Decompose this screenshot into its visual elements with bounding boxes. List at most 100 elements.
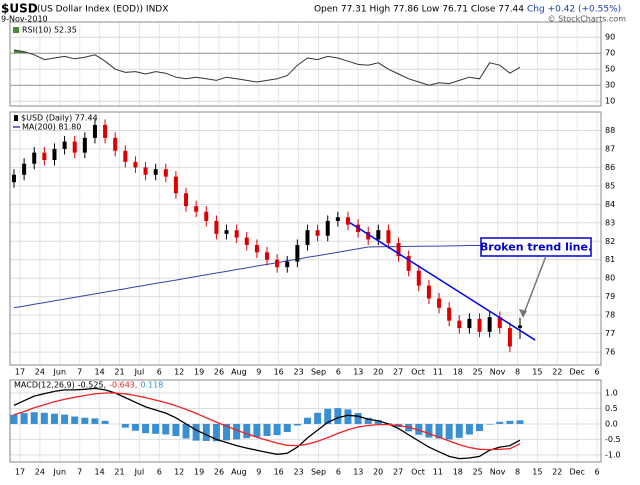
annotation-box bbox=[480, 237, 592, 257]
x-tick-label: 25 bbox=[473, 368, 483, 377]
y-tick-label: 87 bbox=[605, 144, 615, 153]
histogram-bar bbox=[131, 423, 139, 431]
x-tick-label: 22 bbox=[552, 468, 562, 477]
histogram-bar bbox=[273, 423, 281, 436]
x-tick-label: Dec bbox=[569, 468, 584, 477]
x-tick-label: 19 bbox=[194, 468, 204, 477]
legend-label: $USD (Daily) 77.44 bbox=[21, 114, 98, 123]
candle-body bbox=[477, 318, 482, 332]
candle-body bbox=[184, 193, 189, 207]
candle-body bbox=[234, 230, 239, 238]
candle-body bbox=[426, 285, 431, 299]
x-tick-label: 7 bbox=[77, 368, 82, 377]
histogram-bar bbox=[101, 420, 109, 424]
candle-body bbox=[325, 220, 330, 236]
x-tick-label: 21 bbox=[114, 368, 124, 377]
candle-body bbox=[467, 318, 472, 329]
plot-area bbox=[13, 49, 521, 86]
annotation-arrow bbox=[522, 255, 547, 317]
histogram-bar bbox=[152, 423, 160, 434]
candle-body bbox=[295, 244, 300, 262]
histogram-bar bbox=[30, 412, 38, 424]
legend-icon bbox=[14, 115, 18, 121]
y-tick-label: 0.0 bbox=[605, 419, 618, 428]
histogram-bar bbox=[223, 423, 231, 441]
x-tick-label: 6 bbox=[595, 468, 600, 477]
annotation-text: Broken trend line. bbox=[480, 241, 592, 254]
symbol: $USD bbox=[1, 2, 38, 16]
x-tick-label: Jun bbox=[53, 468, 67, 477]
histogram-bar bbox=[142, 423, 150, 434]
panel-frame bbox=[9, 21, 602, 107]
oversold-fill bbox=[14, 85, 520, 86]
candle-body bbox=[194, 206, 199, 212]
candle-body bbox=[406, 256, 411, 271]
legend-label: -0.643, bbox=[109, 381, 137, 390]
candle-body bbox=[52, 148, 57, 161]
histogram-bar bbox=[364, 417, 372, 424]
y-tick-label: 78 bbox=[605, 311, 615, 320]
y-tick-label: 0.5 bbox=[605, 404, 618, 413]
histogram-bar bbox=[303, 417, 311, 424]
candle-body bbox=[335, 217, 340, 221]
x-tick-label: 6 bbox=[336, 368, 341, 377]
candle-body bbox=[265, 252, 269, 260]
x-tick-label: Aug bbox=[231, 368, 247, 377]
histogram-bar bbox=[162, 423, 170, 435]
candle-body bbox=[42, 152, 47, 161]
candle-body bbox=[345, 217, 350, 225]
histogram-bar bbox=[182, 423, 190, 439]
x-tick-label: 25 bbox=[473, 468, 483, 477]
x-tick-label: 11 bbox=[433, 468, 443, 477]
y-tick-label: 30 bbox=[605, 81, 615, 90]
histogram-bar bbox=[253, 423, 261, 437]
x-tick-label: 8 bbox=[515, 368, 520, 377]
x-tick-label: 12 bbox=[174, 468, 184, 477]
histogram-bar bbox=[435, 423, 443, 439]
candle-body bbox=[12, 174, 16, 183]
x-tick-label: 20 bbox=[373, 368, 383, 377]
macd-line bbox=[13, 387, 521, 460]
x-tick-label: 24 bbox=[35, 468, 45, 477]
candle-body bbox=[507, 328, 512, 347]
legend-label: 0.118 bbox=[140, 381, 163, 390]
candle-body bbox=[82, 137, 87, 153]
histogram-bar bbox=[425, 423, 433, 438]
x-tick-label: 15 bbox=[532, 468, 542, 477]
y-tick-label: 83 bbox=[605, 218, 615, 227]
x-tick-label: 9 bbox=[256, 468, 261, 477]
x-tick-label: 16 bbox=[274, 468, 284, 477]
candle-body bbox=[103, 124, 108, 138]
histogram-bar bbox=[81, 417, 89, 424]
security-name: (US Dollar Index (EOD)) INDX bbox=[37, 5, 168, 15]
candle-body bbox=[32, 152, 37, 164]
x-tick-label: 13 bbox=[353, 368, 363, 377]
candle-body bbox=[214, 220, 219, 234]
plot-area bbox=[10, 387, 524, 460]
histogram-bar bbox=[121, 423, 129, 428]
x-tick-label: 21 bbox=[114, 468, 124, 477]
x-tick-label: Nov bbox=[490, 468, 506, 477]
y-tick-label: 70 bbox=[605, 49, 615, 58]
legend-label: MACD(12,26,9) bbox=[14, 381, 75, 390]
histogram-bar bbox=[172, 423, 180, 437]
legend-label: MA(200) 81.80 bbox=[22, 123, 81, 132]
histogram-bar bbox=[212, 423, 220, 442]
candle-body bbox=[518, 325, 522, 328]
x-tick-label: 6 bbox=[157, 468, 162, 477]
signal-line bbox=[13, 392, 521, 451]
x-tick-label: Nov bbox=[490, 368, 506, 377]
legend-label: -0.525, bbox=[78, 381, 106, 390]
histogram-bar bbox=[61, 414, 69, 424]
candle-body bbox=[416, 270, 421, 286]
y-tick-label: 79 bbox=[605, 292, 615, 301]
candle-body bbox=[123, 150, 128, 162]
y-tick-label: -0.5 bbox=[605, 435, 621, 444]
trend-line bbox=[349, 222, 536, 341]
candle-body bbox=[386, 230, 391, 244]
x-tick-label: 17 bbox=[15, 368, 25, 377]
candle-body bbox=[133, 161, 138, 168]
histogram-bar bbox=[445, 423, 453, 440]
candle-body bbox=[62, 141, 67, 149]
